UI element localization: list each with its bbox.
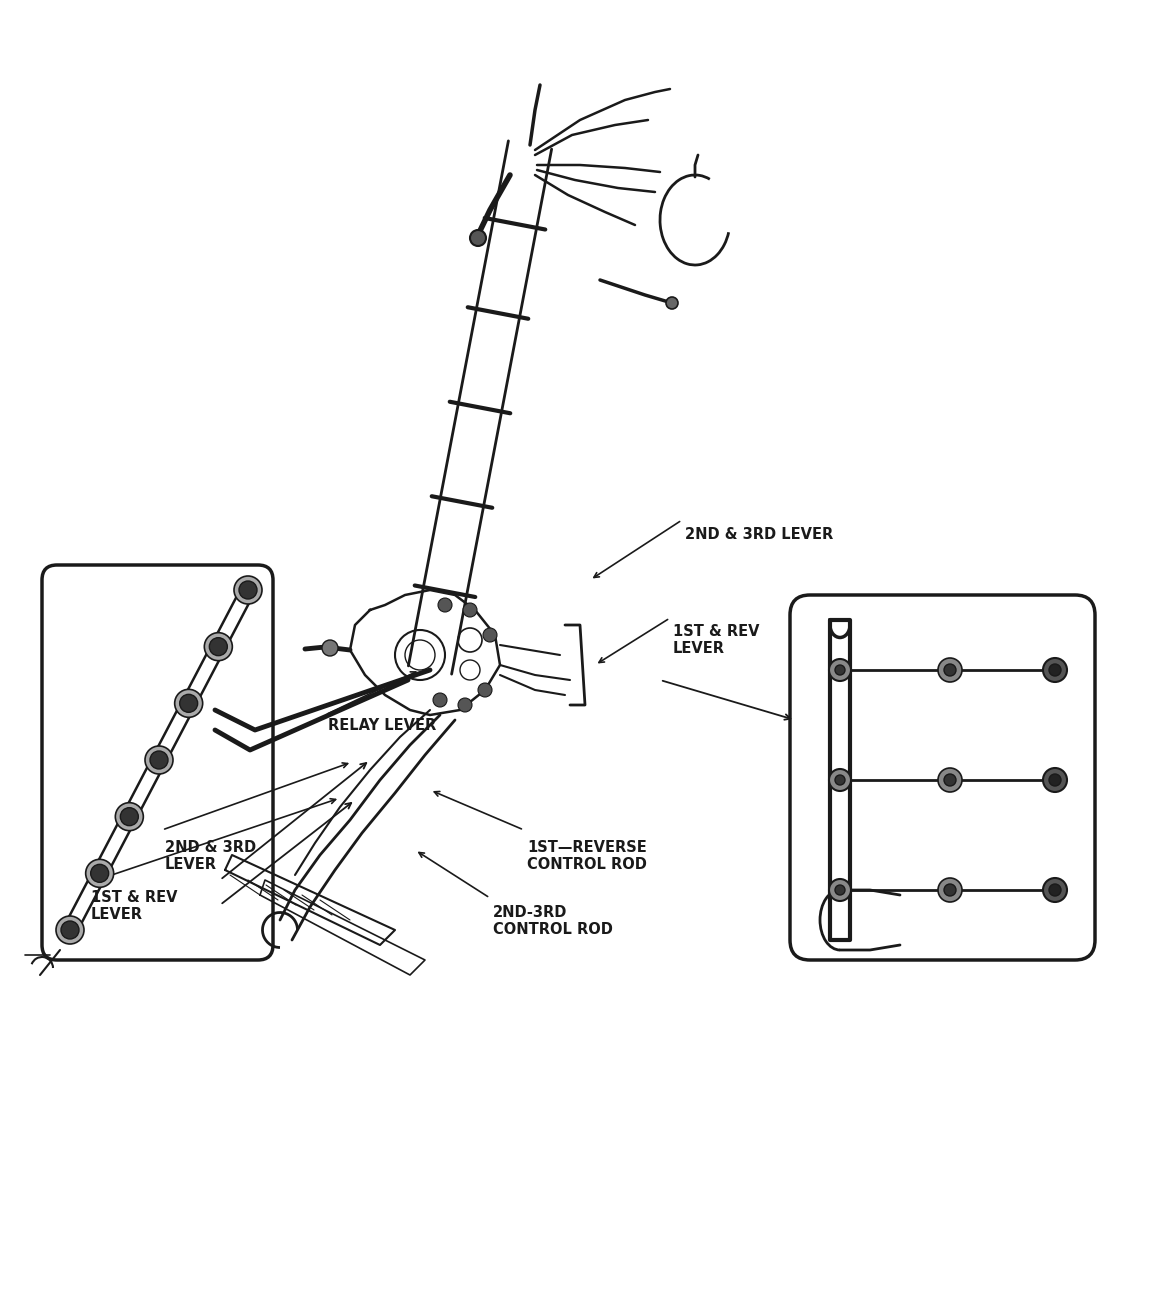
Circle shape	[458, 698, 472, 712]
Circle shape	[829, 879, 851, 901]
Circle shape	[829, 659, 851, 681]
Circle shape	[829, 769, 851, 791]
Circle shape	[835, 666, 846, 675]
Circle shape	[1043, 768, 1067, 793]
Circle shape	[204, 633, 233, 660]
Circle shape	[835, 884, 846, 895]
Circle shape	[175, 689, 203, 717]
Circle shape	[1049, 664, 1061, 676]
Text: 2ND-3RD
CONTROL ROD: 2ND-3RD CONTROL ROD	[493, 905, 613, 938]
Circle shape	[943, 884, 956, 896]
Circle shape	[1043, 878, 1067, 903]
Text: 2ND & 3RD LEVER: 2ND & 3RD LEVER	[685, 527, 833, 543]
Text: 1ST—REVERSE
CONTROL ROD: 1ST—REVERSE CONTROL ROD	[526, 840, 647, 873]
Circle shape	[463, 603, 477, 616]
Circle shape	[938, 878, 962, 903]
Circle shape	[470, 231, 486, 246]
Circle shape	[180, 694, 198, 712]
Text: 1ST & REV
LEVER: 1ST & REV LEVER	[91, 890, 177, 922]
Text: RELAY LEVER: RELAY LEVER	[328, 717, 437, 733]
Circle shape	[1043, 658, 1067, 682]
Circle shape	[145, 746, 173, 774]
Circle shape	[1049, 774, 1061, 786]
Circle shape	[483, 628, 497, 642]
Circle shape	[323, 640, 338, 657]
Circle shape	[666, 297, 679, 310]
Circle shape	[115, 803, 143, 830]
Circle shape	[1049, 884, 1061, 896]
Circle shape	[835, 774, 846, 785]
Circle shape	[91, 864, 108, 882]
Circle shape	[56, 916, 84, 944]
Circle shape	[85, 860, 114, 887]
Circle shape	[238, 581, 257, 600]
Circle shape	[938, 768, 962, 793]
Circle shape	[433, 693, 447, 707]
Circle shape	[438, 598, 452, 613]
Circle shape	[61, 921, 79, 939]
Circle shape	[943, 774, 956, 786]
Circle shape	[234, 576, 262, 603]
Text: 2ND & 3RD
LEVER: 2ND & 3RD LEVER	[165, 840, 256, 873]
Circle shape	[478, 682, 492, 697]
Text: 1ST & REV
LEVER: 1ST & REV LEVER	[673, 624, 759, 657]
Circle shape	[943, 664, 956, 676]
Circle shape	[120, 808, 138, 826]
Circle shape	[210, 637, 227, 655]
Circle shape	[150, 751, 168, 769]
Circle shape	[938, 658, 962, 682]
